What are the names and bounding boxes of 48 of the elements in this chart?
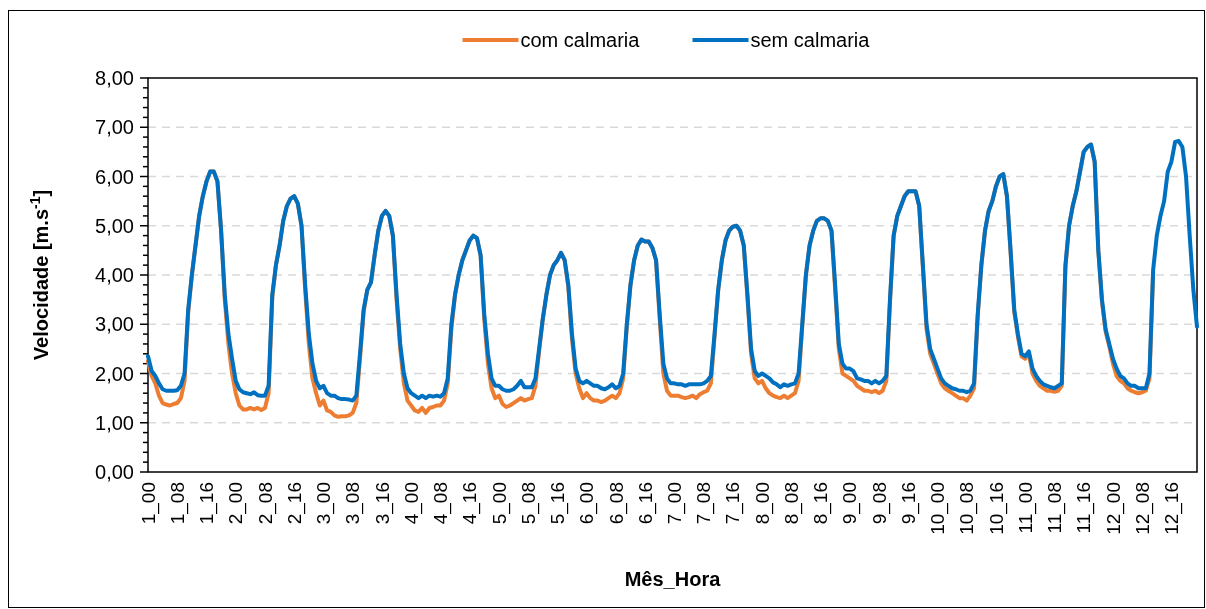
x-tick-label: 4_00 bbox=[400, 482, 423, 525]
y-tick-label: 5,00 bbox=[95, 214, 134, 237]
x-tick-label: 3_16 bbox=[371, 482, 394, 525]
x-tick-label: 4_08 bbox=[430, 482, 453, 525]
x-tick-label: 2_00 bbox=[225, 482, 248, 525]
legend-label: sem calmaria bbox=[750, 29, 871, 51]
x-tick-label: 6_00 bbox=[576, 482, 599, 525]
x-tick-label: 11_00 bbox=[1014, 482, 1037, 534]
x-tick-label: 4_16 bbox=[459, 482, 482, 525]
x-tick-label: 7_16 bbox=[722, 482, 745, 525]
y-tick-label: 6,00 bbox=[95, 165, 134, 188]
x-tick-label: 10_00 bbox=[927, 482, 950, 535]
x-tick-label: 9_08 bbox=[868, 482, 891, 525]
x-tick-label: 5_00 bbox=[488, 482, 511, 525]
y-tick-label: 0,00 bbox=[95, 461, 134, 483]
x-tick-label: 2_08 bbox=[254, 482, 277, 525]
x-tick-label: 9_16 bbox=[897, 482, 920, 525]
x-tick-label: 11_08 bbox=[1044, 482, 1067, 534]
x-tick-label: 5_08 bbox=[517, 482, 540, 525]
x-tick-label: 7_00 bbox=[663, 482, 686, 525]
x-tick-label: 10_08 bbox=[956, 482, 979, 535]
x-tick-label: 12_08 bbox=[1131, 482, 1154, 535]
x-tick-label: 1_08 bbox=[166, 482, 189, 525]
y-tick-label: 1,00 bbox=[95, 411, 134, 434]
x-tick-label: 1_00 bbox=[137, 482, 160, 525]
x-tick-label: 6_08 bbox=[605, 482, 628, 525]
x-tick-label: 12_16 bbox=[1161, 482, 1184, 535]
x-tick-label: 12_00 bbox=[1102, 482, 1125, 535]
x-tick-label: 6_16 bbox=[634, 482, 657, 525]
y-tick-label: 2,00 bbox=[95, 362, 134, 385]
y-tick-label: 3,00 bbox=[95, 313, 134, 336]
x-tick-label: 10_16 bbox=[985, 482, 1008, 535]
x-tick-label: 3_08 bbox=[342, 482, 365, 525]
x-axis-title: Mês_Hora bbox=[624, 568, 722, 590]
x-tick-label: 1_16 bbox=[196, 482, 219, 525]
legend-label: com calmaria bbox=[520, 29, 641, 51]
x-tick-label: 5_16 bbox=[547, 482, 570, 525]
x-tick-label: 8_16 bbox=[810, 482, 833, 525]
y-tick-label: 7,00 bbox=[95, 116, 134, 139]
x-tick-label: 11_16 bbox=[1073, 482, 1096, 534]
x-tick-label: 3_00 bbox=[313, 482, 336, 525]
y-tick-label: 8,00 bbox=[95, 67, 134, 89]
x-tick-label: 8_00 bbox=[751, 482, 774, 525]
x-tick-label: 2_16 bbox=[283, 482, 306, 525]
y-tick-label: 4,00 bbox=[95, 264, 134, 286]
x-tick-label: 8_08 bbox=[780, 482, 803, 525]
x-tick-label: 9_00 bbox=[839, 482, 862, 525]
x-tick-label: 7_08 bbox=[693, 482, 716, 525]
